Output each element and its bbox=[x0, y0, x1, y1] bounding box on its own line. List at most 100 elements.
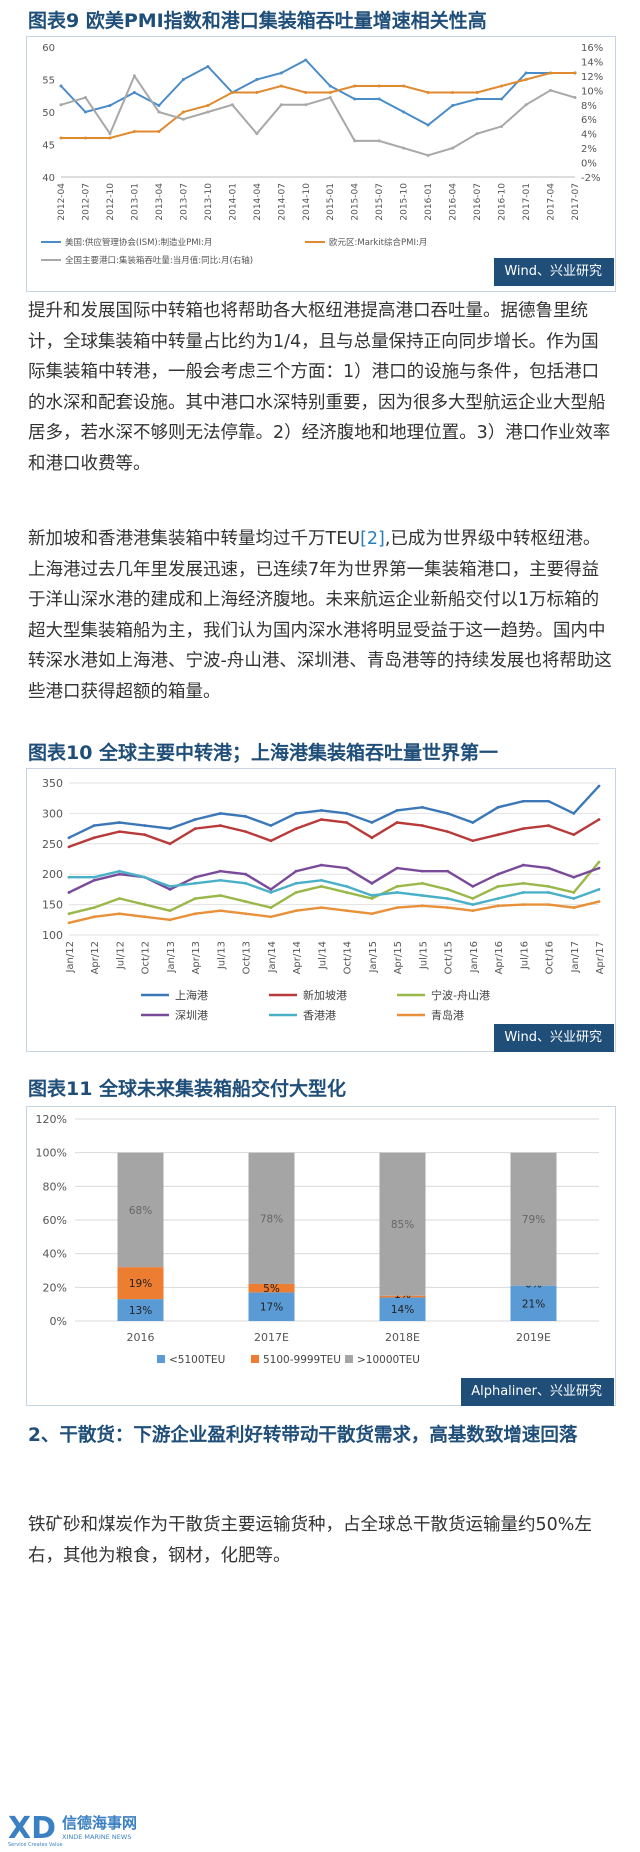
fig10-legend-label: 新加坡港 bbox=[303, 988, 347, 1002]
fig10-x-tick: Jan/13 bbox=[166, 941, 177, 974]
fig9-data-point bbox=[475, 132, 479, 136]
fig9-data-point bbox=[206, 104, 210, 107]
fig10-data-point bbox=[244, 912, 248, 916]
fig9-x-tick: 2013-04 bbox=[155, 183, 165, 221]
fig11-bar-segment bbox=[379, 1152, 426, 1296]
fig9-data-point bbox=[353, 139, 357, 143]
fig10-data-point bbox=[597, 888, 601, 891]
fig9-data-point bbox=[500, 97, 504, 101]
fig10-data-point bbox=[420, 881, 424, 885]
fig10-legend-label: 青岛港 bbox=[431, 1008, 464, 1022]
fig10-data-point bbox=[168, 884, 172, 888]
fig10-y-tick: 150 bbox=[42, 899, 63, 912]
paragraph-1: 提升和发展国际中转箱也将帮助各大枢纽港提高港口吞吐量。据德鲁里统计，全球集装箱中… bbox=[28, 301, 611, 474]
fig11-bar-segment bbox=[117, 1152, 164, 1268]
fig10-data-point bbox=[319, 884, 323, 888]
fig9-data-point bbox=[279, 103, 283, 107]
fig10-data-point bbox=[547, 891, 550, 894]
fig10-data-point bbox=[219, 894, 222, 897]
fig11-legend-label: 5100-9999TEU bbox=[263, 1354, 341, 1366]
fig10-data-point bbox=[294, 891, 298, 894]
fig10-data-point bbox=[294, 812, 298, 815]
fig10-data-point bbox=[294, 869, 298, 873]
fig10-data-point bbox=[572, 833, 576, 837]
fig10-data-point bbox=[370, 821, 374, 824]
fig11-chart: 120% 100% 80% 60% 40% 20% 0% 13% 19% 68% 2016 17% 5%… bbox=[36, 1113, 599, 1366]
fig9-series-line bbox=[60, 73, 576, 157]
fig10-data-point bbox=[118, 830, 121, 834]
fig10-data-point bbox=[471, 909, 475, 913]
fig11-x-tick: 2018E bbox=[385, 1331, 420, 1344]
fig10-data-point bbox=[92, 906, 96, 910]
fig9-data-point bbox=[206, 65, 210, 68]
fig10-data-point bbox=[395, 884, 399, 888]
fig9-x-tick: 2015-07 bbox=[375, 183, 385, 221]
fig11-bar-segment bbox=[379, 1297, 426, 1321]
footnote-ref-link[interactable]: [2] bbox=[360, 529, 385, 549]
fig9-data-point bbox=[328, 84, 332, 88]
fig11-legend-label: <5100TEU bbox=[169, 1354, 225, 1366]
fig9-legend-label: 美国:供应管理协会(ISM):制造业PMI:月 bbox=[65, 237, 212, 248]
fig9-data-point bbox=[132, 130, 136, 133]
site-logo[interactable]: XD 信德海事网 XINDE MARINE NEWS Service Creat… bbox=[4, 1808, 164, 1848]
fig10-data-point bbox=[193, 875, 197, 879]
fig9-data-point bbox=[426, 153, 430, 157]
fig11-bar-segment bbox=[510, 1285, 557, 1321]
logo-tagline: Service Creates Value bbox=[8, 1842, 63, 1848]
fig10-data-point bbox=[67, 845, 71, 849]
fig11-bar-segment bbox=[510, 1152, 557, 1286]
fig9-yright-tick: -2% bbox=[581, 173, 600, 184]
fig10-data-point bbox=[547, 799, 550, 803]
fig10-data-point bbox=[269, 888, 273, 891]
fig10-x-tick: Jan/14 bbox=[267, 941, 278, 974]
fig11-source: Alphaliner、兴业研究 bbox=[461, 1378, 614, 1406]
paragraph-2: 新加坡和香港港集装箱中转量均过千万TEU[2],已成为世界级中转枢纽港。上海港过… bbox=[28, 524, 614, 707]
fig10-x-tick: Oct/16 bbox=[545, 941, 556, 974]
fig10-data-point bbox=[395, 891, 399, 894]
fig11-x-tick: 2017E bbox=[254, 1331, 289, 1344]
fig10-chart-box: 350 300 250 200 150 100 Jan/12 Apr/12 Jul/12 Oct/… bbox=[26, 768, 616, 1052]
fig10-data-point bbox=[395, 906, 399, 910]
fig10-data-point bbox=[269, 915, 273, 919]
fig10-data-point bbox=[496, 833, 500, 837]
fig9-data-point bbox=[475, 91, 479, 94]
fig10-series-line bbox=[68, 863, 600, 894]
fig9-series-line bbox=[61, 72, 575, 139]
fig10-data-point bbox=[420, 904, 424, 908]
fig9-data-point bbox=[573, 96, 577, 100]
fig11-x-tick: 2016 bbox=[127, 1331, 155, 1344]
fig10-data-point bbox=[597, 860, 601, 864]
fig10-data-point bbox=[547, 824, 550, 827]
logo-title: 信德海事网 bbox=[62, 1814, 137, 1832]
fig11-bar-segment bbox=[379, 1295, 426, 1298]
fig9-yright-tick: 0% bbox=[581, 159, 597, 170]
fig9-x-tick: 2015-10 bbox=[400, 183, 410, 221]
fig9-data-point bbox=[377, 84, 381, 88]
fig10-data-point bbox=[294, 827, 298, 830]
fig10-data-point bbox=[92, 915, 96, 919]
fig9-data-point bbox=[402, 84, 406, 88]
fig10-y-tick: 350 bbox=[42, 777, 63, 790]
fig11-y-tick: 120% bbox=[36, 1113, 67, 1126]
fig10-series-line bbox=[68, 818, 600, 848]
fig10-data-point bbox=[446, 906, 449, 910]
fig9-data-point bbox=[426, 91, 430, 94]
fig10-data-point bbox=[143, 833, 147, 837]
fig9-x-tick: 2014-01 bbox=[228, 183, 238, 221]
fig11-bar-segment bbox=[248, 1292, 295, 1321]
fig9-data-point bbox=[304, 103, 308, 107]
fig10-data-point bbox=[67, 836, 71, 840]
fig9-data-point bbox=[181, 117, 185, 121]
fig10-data-point bbox=[92, 824, 96, 827]
fig10-data-point bbox=[471, 884, 475, 888]
fig10-data-point bbox=[193, 881, 197, 885]
fig10-x-tick: Jul/15 bbox=[418, 941, 429, 970]
fig10-data-point bbox=[319, 863, 323, 867]
fig10-x-tick: Jul/13 bbox=[216, 941, 227, 970]
fig10-x-tick: Jul/14 bbox=[317, 941, 328, 970]
fig9-data-point bbox=[304, 91, 308, 94]
fig10-data-point bbox=[319, 906, 323, 910]
fig10-y-tick: 250 bbox=[42, 838, 63, 851]
fig9-data-point bbox=[573, 71, 577, 75]
fig10-data-point bbox=[67, 875, 71, 879]
